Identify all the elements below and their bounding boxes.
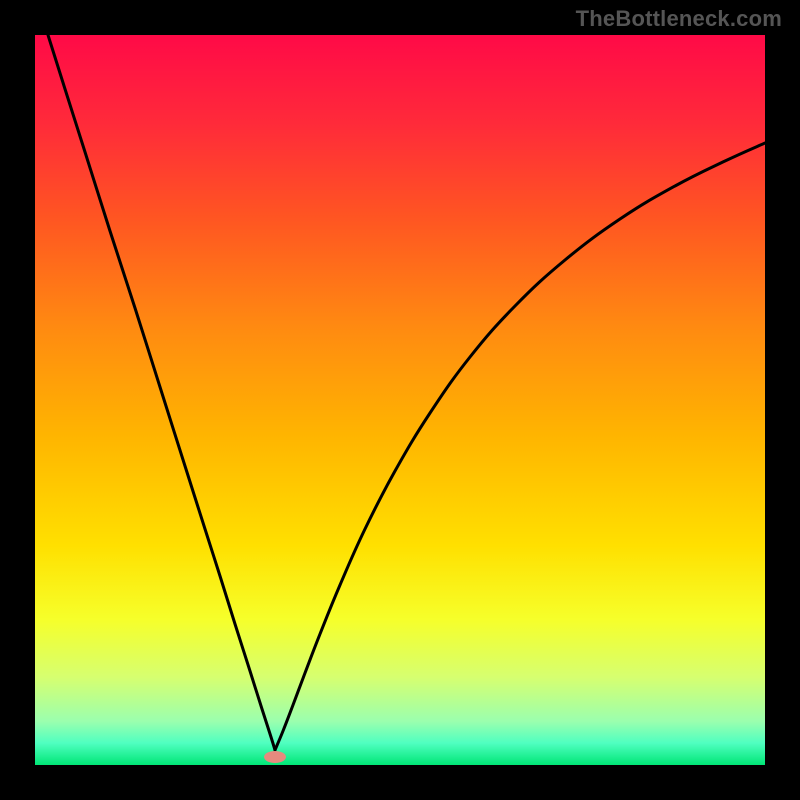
watermark-text: TheBottleneck.com bbox=[576, 6, 782, 32]
minimum-marker bbox=[264, 751, 286, 763]
plot-area bbox=[35, 35, 765, 765]
plot-svg bbox=[35, 35, 765, 765]
chart-container: TheBottleneck.com bbox=[0, 0, 800, 800]
gradient-background bbox=[35, 35, 765, 765]
